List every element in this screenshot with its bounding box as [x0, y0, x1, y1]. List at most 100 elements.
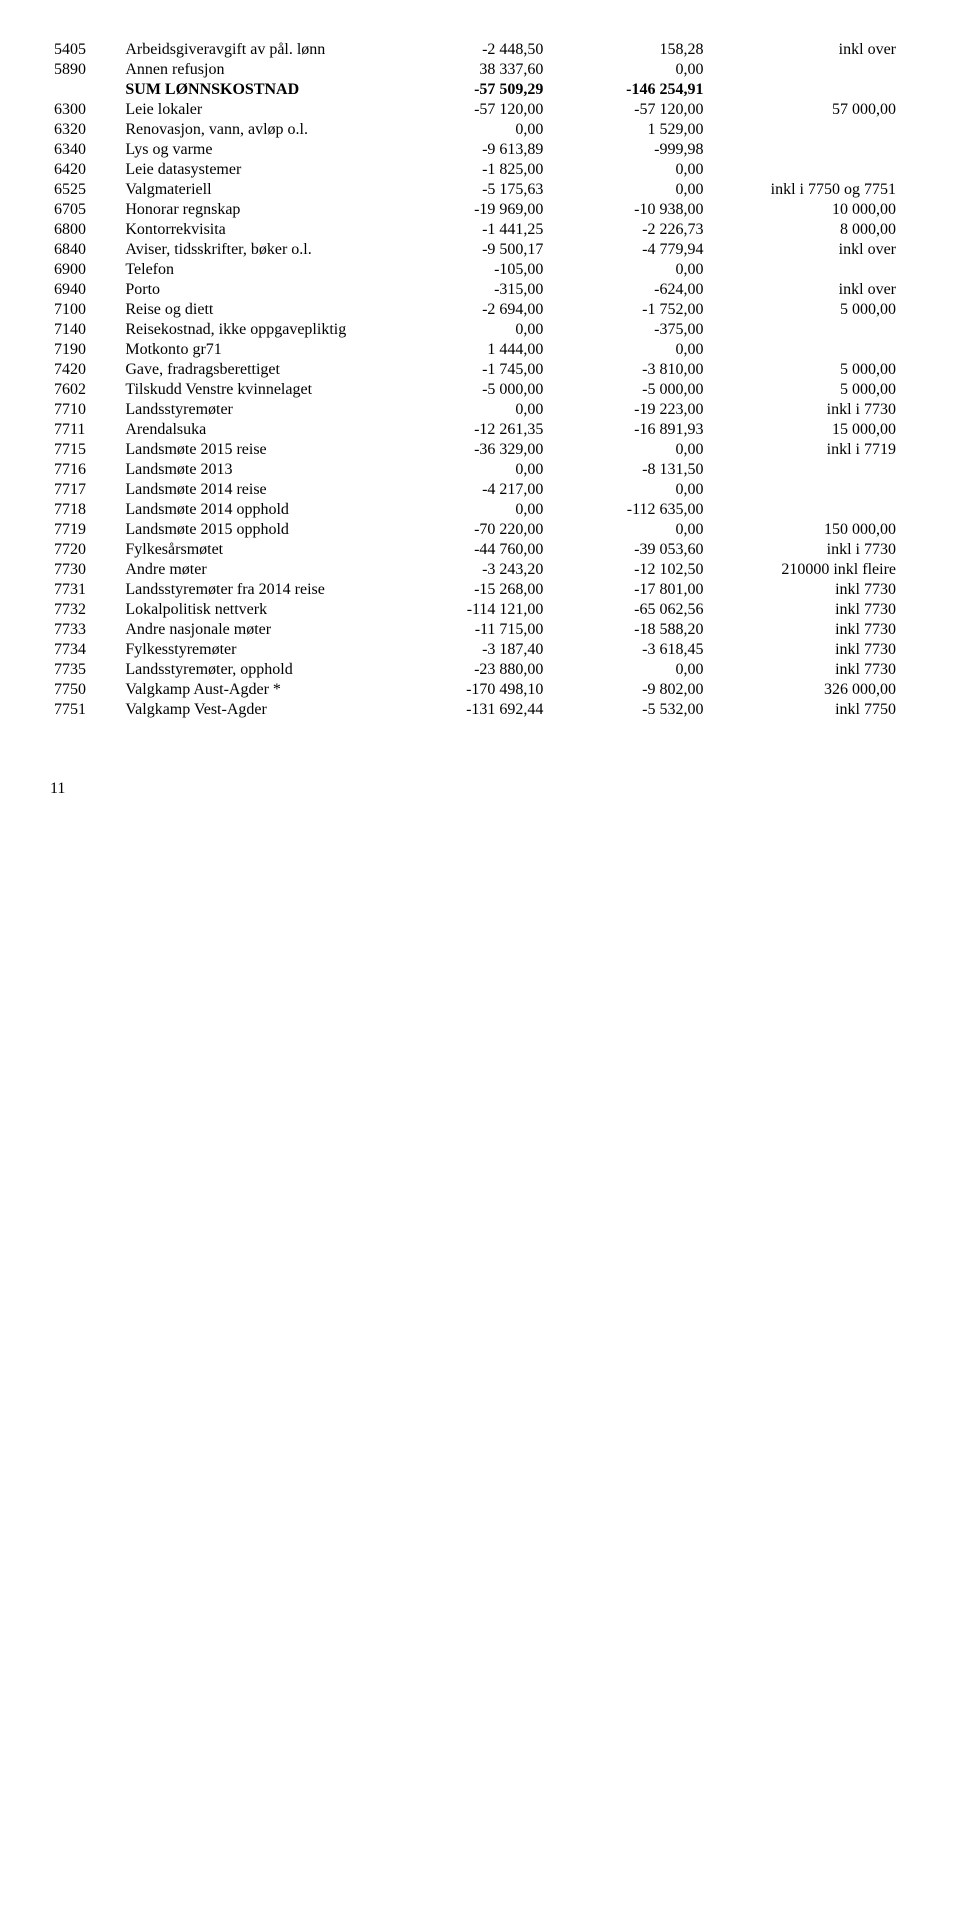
account-code: 7718: [50, 500, 121, 520]
value-column-2: 0,00: [547, 160, 707, 180]
account-description: Landsstyremøter fra 2014 reise: [121, 580, 387, 600]
table-row: 6525Valgmateriell-5 175,630,00inkl i 775…: [50, 180, 900, 200]
account-code: 7732: [50, 600, 121, 620]
note-column: inkl over: [707, 280, 900, 300]
account-description: Landsstyremøter: [121, 400, 387, 420]
note-column: [707, 120, 900, 140]
value-column-1: -70 220,00: [387, 520, 547, 540]
account-code: 7751: [50, 700, 121, 720]
value-column-2: -999,98: [547, 140, 707, 160]
account-description: Reisekostnad, ikke oppgavepliktig: [121, 320, 387, 340]
accounts-table: 5405Arbeidsgiveravgift av pål. lønn-2 44…: [50, 40, 900, 720]
table-row: 6420Leie datasystemer-1 825,000,00: [50, 160, 900, 180]
value-column-1: -5 000,00: [387, 380, 547, 400]
value-column-2: -65 062,56: [547, 600, 707, 620]
note-column: inkl 7730: [707, 580, 900, 600]
value-column-1: -15 268,00: [387, 580, 547, 600]
value-column-1: 1 444,00: [387, 340, 547, 360]
account-description: Landsmøte 2013: [121, 460, 387, 480]
value-column-1: -170 498,10: [387, 680, 547, 700]
account-description: SUM LØNNSKOSTNAD: [121, 80, 387, 100]
page-number: 11: [50, 780, 900, 798]
value-column-2: -10 938,00: [547, 200, 707, 220]
value-column-1: -114 121,00: [387, 600, 547, 620]
account-code: 6800: [50, 220, 121, 240]
note-column: [707, 160, 900, 180]
account-description: Kontorrekvisita: [121, 220, 387, 240]
note-column: inkl i 7750 og 7751: [707, 180, 900, 200]
table-row: 7720Fylkesårsmøtet-44 760,00-39 053,60in…: [50, 540, 900, 560]
value-column-1: -44 760,00: [387, 540, 547, 560]
value-column-2: 0,00: [547, 340, 707, 360]
note-column: 210000 inkl fleire: [707, 560, 900, 580]
note-column: [707, 320, 900, 340]
account-description: Lokalpolitisk nettverk: [121, 600, 387, 620]
value-column-1: -2 694,00: [387, 300, 547, 320]
value-column-2: -57 120,00: [547, 100, 707, 120]
account-description: Tilskudd Venstre kvinnelaget: [121, 380, 387, 400]
account-description: Landsmøte 2015 reise: [121, 440, 387, 460]
table-row: 7733Andre nasjonale møter-11 715,00-18 5…: [50, 620, 900, 640]
account-description: Lys og varme: [121, 140, 387, 160]
account-description: Valgkamp Vest-Agder: [121, 700, 387, 720]
value-column-1: 0,00: [387, 500, 547, 520]
account-description: Reise og diett: [121, 300, 387, 320]
account-description: Annen refusjon: [121, 60, 387, 80]
value-column-1: -5 175,63: [387, 180, 547, 200]
value-column-2: -3 618,45: [547, 640, 707, 660]
table-row: 7719Landsmøte 2015 opphold-70 220,000,00…: [50, 520, 900, 540]
note-column: [707, 460, 900, 480]
account-code: 6320: [50, 120, 121, 140]
value-column-1: -9 500,17: [387, 240, 547, 260]
table-row: 6940Porto-315,00-624,00inkl over: [50, 280, 900, 300]
table-row: 7710Landsstyremøter0,00-19 223,00inkl i …: [50, 400, 900, 420]
table-row: 7711Arendalsuka-12 261,35-16 891,9315 00…: [50, 420, 900, 440]
value-column-1: -105,00: [387, 260, 547, 280]
account-code: 6525: [50, 180, 121, 200]
note-column: [707, 340, 900, 360]
table-row: 7190Motkonto gr711 444,000,00: [50, 340, 900, 360]
note-column: 8 000,00: [707, 220, 900, 240]
value-column-1: -9 613,89: [387, 140, 547, 160]
value-column-2: -8 131,50: [547, 460, 707, 480]
table-row: 7750Valgkamp Aust-Agder *-170 498,10-9 8…: [50, 680, 900, 700]
value-column-2: -18 588,20: [547, 620, 707, 640]
account-code: 5405: [50, 40, 121, 60]
account-description: Gave, fradragsberettiget: [121, 360, 387, 380]
value-column-1: -57 120,00: [387, 100, 547, 120]
table-row: 6705Honorar regnskap-19 969,00-10 938,00…: [50, 200, 900, 220]
table-row: 7732Lokalpolitisk nettverk-114 121,00-65…: [50, 600, 900, 620]
value-column-2: -2 226,73: [547, 220, 707, 240]
table-row: 7717Landsmøte 2014 reise-4 217,000,00: [50, 480, 900, 500]
account-code: 6840: [50, 240, 121, 260]
note-column: inkl i 7730: [707, 540, 900, 560]
value-column-2: -624,00: [547, 280, 707, 300]
account-code: 7730: [50, 560, 121, 580]
account-description: Telefon: [121, 260, 387, 280]
value-column-2: 0,00: [547, 520, 707, 540]
account-description: Arbeidsgiveravgift av pål. lønn: [121, 40, 387, 60]
note-column: inkl over: [707, 240, 900, 260]
value-column-2: -17 801,00: [547, 580, 707, 600]
value-column-2: -16 891,93: [547, 420, 707, 440]
value-column-1: -12 261,35: [387, 420, 547, 440]
value-column-1: 0,00: [387, 400, 547, 420]
value-column-2: -9 802,00: [547, 680, 707, 700]
account-code: 6940: [50, 280, 121, 300]
table-row: 7715Landsmøte 2015 reise-36 329,000,00in…: [50, 440, 900, 460]
value-column-1: -131 692,44: [387, 700, 547, 720]
table-row: 7730Andre møter-3 243,20-12 102,50210000…: [50, 560, 900, 580]
table-row: 7718Landsmøte 2014 opphold0,00-112 635,0…: [50, 500, 900, 520]
value-column-1: 38 337,60: [387, 60, 547, 80]
note-column: inkl i 7719: [707, 440, 900, 460]
account-code: 7720: [50, 540, 121, 560]
account-code: 7734: [50, 640, 121, 660]
account-description: Landsmøte 2014 reise: [121, 480, 387, 500]
note-column: 326 000,00: [707, 680, 900, 700]
value-column-2: 158,28: [547, 40, 707, 60]
value-column-1: -11 715,00: [387, 620, 547, 640]
value-column-2: 1 529,00: [547, 120, 707, 140]
note-column: [707, 500, 900, 520]
note-column: inkl over: [707, 40, 900, 60]
account-description: Andre møter: [121, 560, 387, 580]
